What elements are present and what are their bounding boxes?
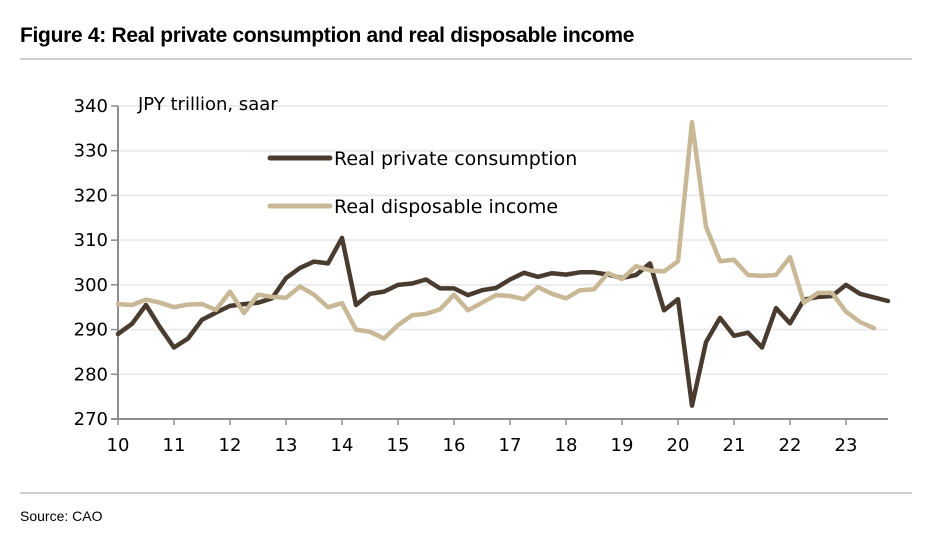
x-tick-label: 16: [443, 435, 466, 456]
source-note: Source: CAO: [20, 508, 103, 524]
gridlines: [118, 105, 888, 376]
x-tick-label: 22: [779, 435, 802, 456]
x-tick-label: 13: [275, 435, 298, 456]
legend-label-consumption: Real private consumption: [334, 148, 577, 170]
y-tick-label: 310: [74, 230, 108, 251]
y-tick-label: 270: [74, 409, 108, 430]
x-tick-label: 15: [387, 435, 410, 456]
y-tick-label: 300: [74, 275, 108, 296]
series-lines: [115, 119, 891, 408]
legend-label-income: Real disposable income: [334, 196, 558, 218]
x-tick-label: 11: [163, 435, 186, 456]
axes: [111, 105, 888, 425]
source-divider: [20, 492, 912, 494]
y-tick-label: 340: [74, 96, 108, 117]
x-tick-label: 14: [331, 435, 354, 456]
series-line-income: [115, 119, 877, 341]
x-tick-label: 21: [723, 435, 746, 456]
x-tick-label: 23: [835, 435, 858, 456]
x-tick-label: 19: [611, 435, 634, 456]
series-line-consumption: [115, 235, 891, 408]
unit-label: JPY trillion, saar: [137, 94, 278, 115]
x-tick-label: 18: [555, 435, 578, 456]
y-tick-label: 330: [74, 141, 108, 162]
x-tick-label: 12: [219, 435, 242, 456]
x-tick-labels: 10 11 12 13 14 15 16 17 18 19 20 21 22 23: [107, 435, 858, 456]
title-divider: [20, 58, 912, 60]
figure-title: Figure 4: Real private consumption and r…: [20, 24, 635, 47]
y-tick-label: 290: [74, 320, 108, 341]
x-tick-label: 17: [499, 435, 522, 456]
legend: Real private consumption Real disposable…: [267, 148, 577, 218]
y-tick-label: 320: [74, 185, 108, 206]
y-tick-label: 280: [74, 364, 108, 385]
x-tick-label: 10: [107, 435, 130, 456]
x-tick-label: 20: [667, 435, 690, 456]
y-tick-labels: 270 280 290 300 310 320 330 340: [74, 96, 108, 430]
